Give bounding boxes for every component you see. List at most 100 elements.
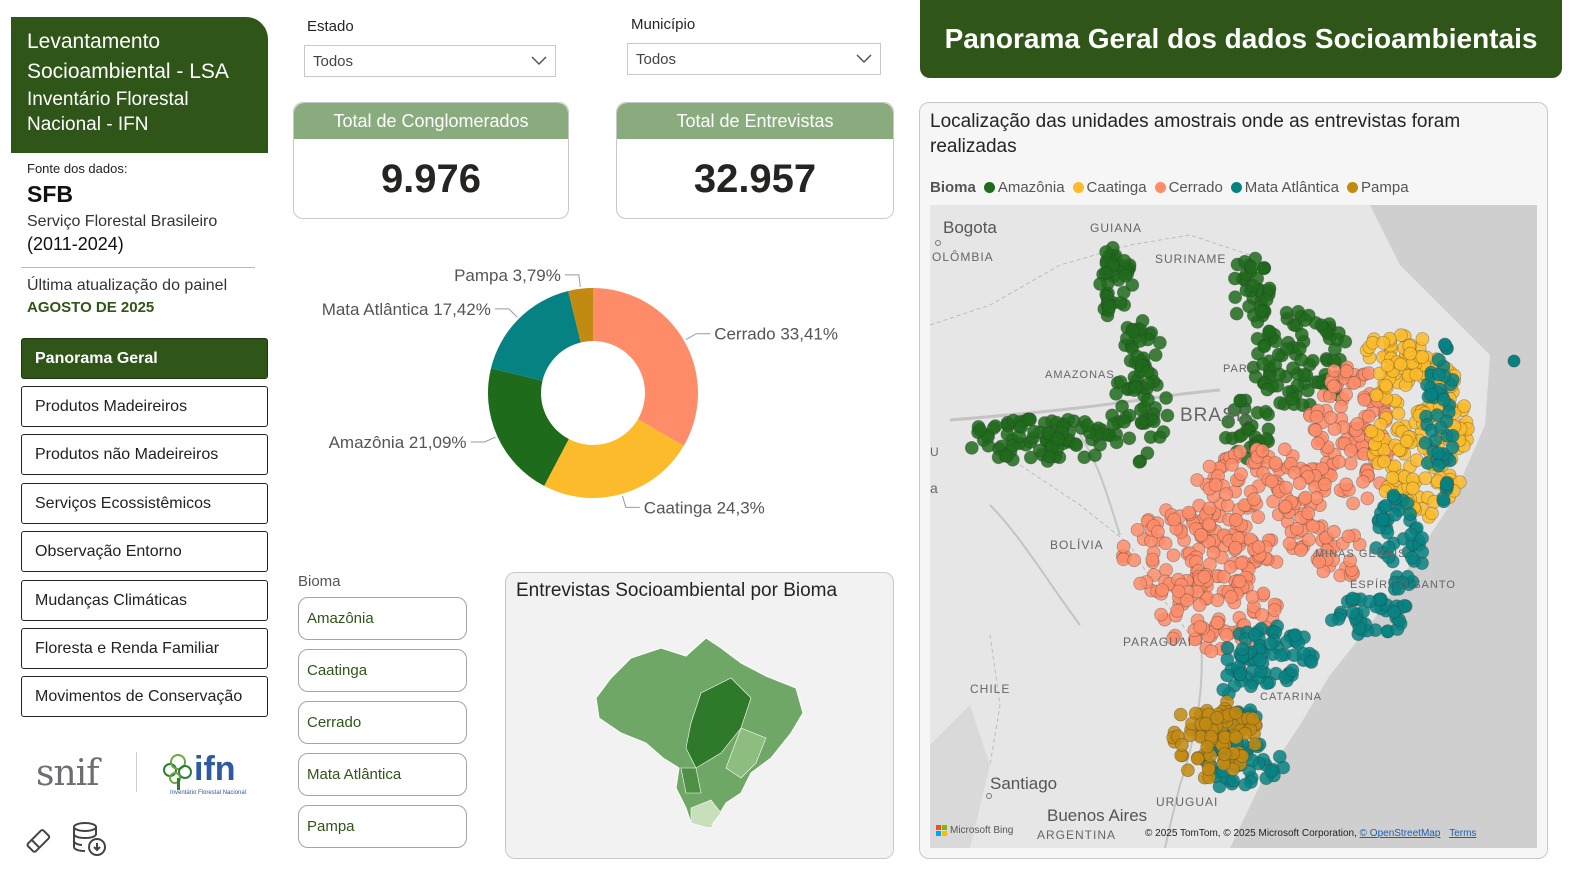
map-point[interactable] [1274,648,1289,663]
map-point[interactable] [1229,306,1244,321]
map-point[interactable] [1117,414,1132,429]
map-point[interactable] [1117,253,1132,268]
map-point[interactable] [1418,471,1433,486]
map-point[interactable] [1216,682,1231,697]
map-point[interactable] [1098,265,1113,280]
map-point[interactable] [1404,550,1419,565]
map-point[interactable] [1115,399,1130,414]
eraser-icon[interactable] [22,822,62,862]
map-point[interactable] [1193,620,1208,634]
map-point[interactable] [1000,449,1014,464]
map-point[interactable] [1141,392,1155,407]
map-point[interactable] [1224,589,1238,604]
map-point[interactable] [1431,352,1446,367]
map-point[interactable] [1339,477,1354,492]
map-point[interactable] [1399,434,1414,449]
map-point[interactable] [1267,603,1282,617]
map-point[interactable] [1022,412,1036,427]
map-point[interactable] [1227,271,1242,286]
map-point[interactable] [1158,536,1173,551]
donut-slice-cerrado[interactable] [593,288,698,446]
map-point[interactable] [1279,342,1294,356]
map-point[interactable] [1257,339,1272,354]
map-point[interactable] [1220,641,1235,655]
map-point[interactable] [1210,593,1225,608]
map-point[interactable] [1219,628,1234,643]
map-point[interactable] [1279,480,1294,495]
map-point[interactable] [1255,443,1270,458]
map-point[interactable] [1171,584,1186,599]
map-point[interactable] [1244,260,1259,275]
map-point[interactable] [1285,663,1300,678]
map-point[interactable] [1256,357,1271,371]
map-point[interactable] [1167,512,1182,527]
map-point[interactable] [1145,552,1160,567]
map-point[interactable] [1234,467,1248,482]
map-point[interactable] [1217,747,1232,762]
map-point[interactable] [1247,492,1262,507]
map-point[interactable] [1125,324,1140,339]
database-download-icon[interactable] [70,819,110,859]
map-point[interactable] [1309,409,1324,424]
map-point[interactable] [1150,524,1165,539]
map-point[interactable] [1297,367,1312,382]
map-point[interactable] [1372,366,1387,381]
nav-mudancas-climaticas[interactable]: Mudanças Climáticas [21,580,268,621]
map-point[interactable] [1347,375,1362,390]
map-point[interactable] [1266,494,1281,509]
map-point[interactable] [1314,318,1329,333]
map-point[interactable] [1166,548,1181,563]
map-point[interactable] [1204,644,1219,659]
map-point[interactable] [1175,738,1189,752]
map-point[interactable] [1405,481,1420,496]
nav-produtos-madeireiros[interactable]: Produtos Madeireiros [21,386,268,427]
map-point[interactable] [1356,474,1370,489]
map-point[interactable] [1198,717,1213,731]
map-point[interactable] [1140,364,1155,379]
map-point[interactable] [1278,499,1293,514]
map-point[interactable] [1364,424,1379,439]
map-point[interactable] [1233,444,1248,459]
nav-produtos-nao-madeireiros[interactable]: Produtos não Madeireiros [21,434,268,475]
nav-servicos-ecossistemicos[interactable]: Serviços Ecossistêmicos [21,483,268,524]
map-point[interactable] [1146,414,1161,429]
map-point[interactable] [1294,327,1309,342]
map-point[interactable] [1166,631,1180,646]
map-point[interactable] [1255,608,1270,622]
map-point[interactable] [1200,739,1215,754]
map-point[interactable] [1273,395,1288,410]
map-point[interactable] [1105,408,1120,423]
map-point[interactable] [1109,386,1124,401]
map-point[interactable] [1507,354,1521,368]
map-point[interactable] [1116,285,1131,300]
bioma-option-cerrado[interactable]: Cerrado [298,701,467,744]
map-point[interactable] [1023,450,1038,465]
map-point[interactable] [1258,404,1273,419]
map-point[interactable] [1125,278,1140,292]
brazil-bioma-map[interactable] [591,618,811,838]
map-point[interactable] [1201,762,1216,777]
map-point[interactable] [1088,448,1102,463]
map-point[interactable] [973,422,987,437]
map-point[interactable] [1262,281,1277,296]
map-point[interactable] [1431,446,1446,461]
map-point[interactable] [1305,519,1320,534]
map-point[interactable] [1346,496,1361,511]
map-point[interactable] [1272,749,1287,764]
donut-slice-mata-atlântica[interactable] [490,290,581,381]
map-point[interactable] [1388,507,1402,522]
map-point[interactable] [1457,399,1471,414]
legend-item-caatinga[interactable]: Caatinga [1072,179,1147,196]
map-point[interactable] [1327,524,1341,539]
map-point[interactable] [1290,378,1305,393]
bioma-option-mata-atlantica[interactable]: Mata Atlântica [298,753,467,796]
map-point[interactable] [1206,545,1221,560]
map-point[interactable] [1220,668,1235,683]
map-point[interactable] [1332,454,1346,469]
map-point[interactable] [1152,335,1167,350]
map-point[interactable] [1210,615,1225,630]
map-point[interactable] [1387,605,1402,620]
map-point[interactable] [1392,443,1407,458]
map-point[interactable] [1221,414,1236,429]
map-point[interactable] [1409,367,1424,382]
